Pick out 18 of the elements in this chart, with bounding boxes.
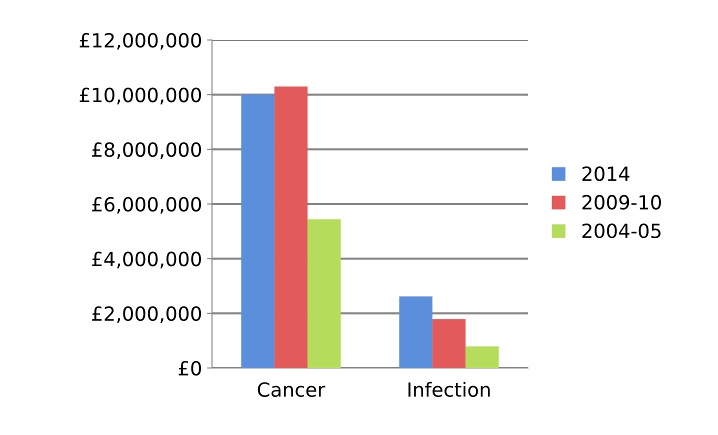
bar — [466, 346, 499, 368]
y-tick-label: £10,000,000 — [80, 88, 201, 104]
x-tick-label: Cancer — [258, 382, 326, 397]
y-tick-label: £6,000,000 — [92, 196, 201, 214]
y-tick-label: £2,000,000 — [92, 306, 201, 323]
bar — [432, 319, 466, 368]
y-tick-label: £12,000,000 — [80, 32, 201, 50]
legend-label: 2009-10 — [582, 194, 661, 210]
bar — [308, 219, 341, 368]
bar — [274, 86, 308, 368]
y-tick-label: £8,000,000 — [92, 142, 201, 159]
y-tick-label: £0 — [178, 360, 201, 376]
legend-label: 2004-05 — [582, 223, 661, 238]
bar — [241, 94, 274, 368]
bar — [399, 296, 432, 368]
legend-label: 2014 — [582, 166, 630, 182]
x-tick-label: Infection — [408, 382, 490, 397]
y-tick-label: £4,000,000 — [92, 252, 201, 268]
